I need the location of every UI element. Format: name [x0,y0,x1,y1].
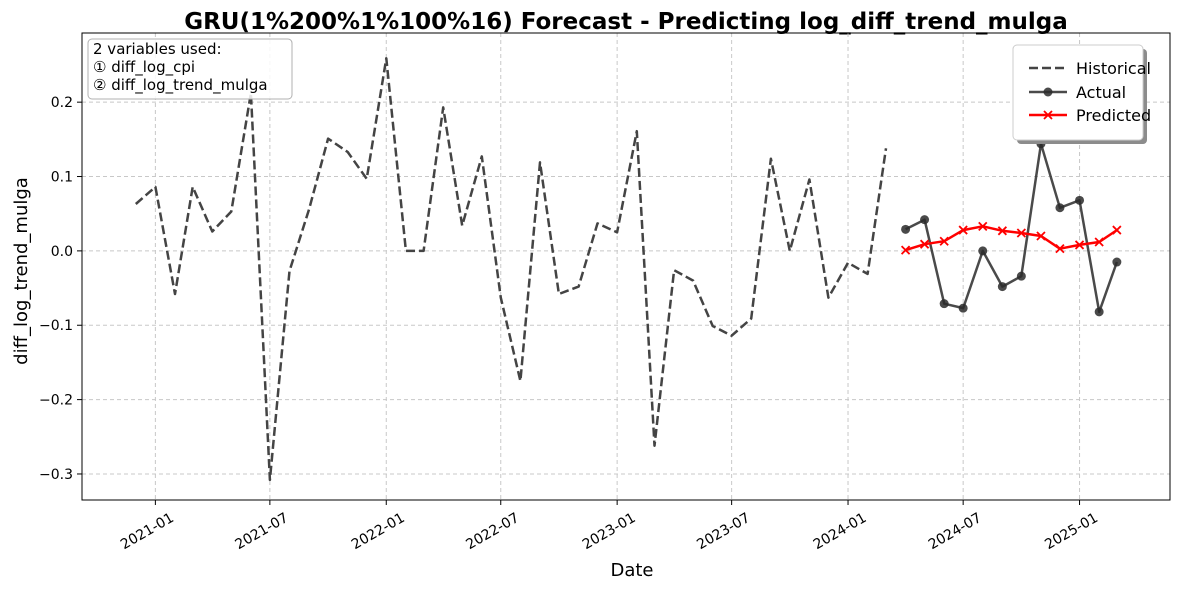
x-tick-label: 2021-01 [118,510,177,553]
actual-series-line [905,142,1119,314]
y-tick-label: −0.2 [39,393,73,409]
annotation-line: ① diff_log_cpi [93,58,195,77]
actual-point [1075,195,1085,205]
y-tick-label: 0.0 [51,244,73,260]
historical-series-line [134,57,888,482]
predicted-point [997,226,1008,236]
predicted-point [939,236,949,246]
legend-label-predicted: Predicted [1076,106,1151,125]
actual-point [978,246,988,256]
annotation-line: ② diff_log_trend_mulga [93,76,268,95]
chart-title: GRU(1%200%1%100%16) Forecast - Predictin… [184,9,1068,35]
legend-label-actual: Actual [1076,83,1126,102]
predicted-point [978,221,988,231]
annotation-line: 2 variables used: [93,40,222,58]
annotation-frame [87,38,293,100]
predicted-point [1094,237,1104,247]
legend-marker-predicted-x [1043,110,1053,120]
legend-label-historical: Historical [1076,59,1151,78]
predicted-point [900,245,911,255]
actual-point [939,299,949,309]
predicted-point [1074,240,1085,250]
actual-point [901,224,911,234]
predicted-point [1055,244,1065,254]
y-tick-label: −0.1 [39,318,73,334]
actual-point [1016,271,1026,281]
plot-frame [81,32,1171,501]
x-tick-label: 2024-01 [811,510,870,553]
predicted-series-line [905,225,1118,252]
axes: 2021-01 2021-07 2022-01 2022-07 2023-01 2023-… [39,95,1101,553]
series-layer [134,57,1122,482]
x-tick-label: 2022-01 [349,510,408,553]
y-axis-label: diff_log_trend_mulga [11,177,32,365]
x-tick-label: 2022-07 [463,510,522,553]
predicted-point [1112,225,1122,235]
x-axis-label: Date [610,560,653,581]
legend-marker-actual-dot [1043,87,1053,97]
predicted-point [958,225,968,235]
actual-point [1055,203,1065,213]
actual-point [920,215,930,225]
x-tick-label: 2023-07 [694,510,753,553]
y-tick-label: 0.1 [51,170,73,186]
y-tick-label: −0.3 [39,467,73,483]
x-tick-label: 2021-07 [233,510,292,553]
legend: Historical Actual Predicted [1012,44,1151,144]
actual-point [1094,307,1104,317]
predicted-point [1016,228,1026,238]
actual-point [997,282,1007,292]
variables-annotation: 2 variables used: ① diff_log_cpi ② diff_… [87,38,293,100]
predicted-point [919,239,930,249]
actual-point [958,303,968,313]
y-tick-label: 0.2 [51,95,73,111]
actual-point [1112,257,1122,267]
grid-lines [82,33,1170,500]
x-tick-label: 2025-01 [1042,510,1101,553]
predicted-point [1036,231,1046,241]
x-tick-label: 2024-07 [926,510,985,553]
x-tick-label: 2023-01 [580,510,639,553]
